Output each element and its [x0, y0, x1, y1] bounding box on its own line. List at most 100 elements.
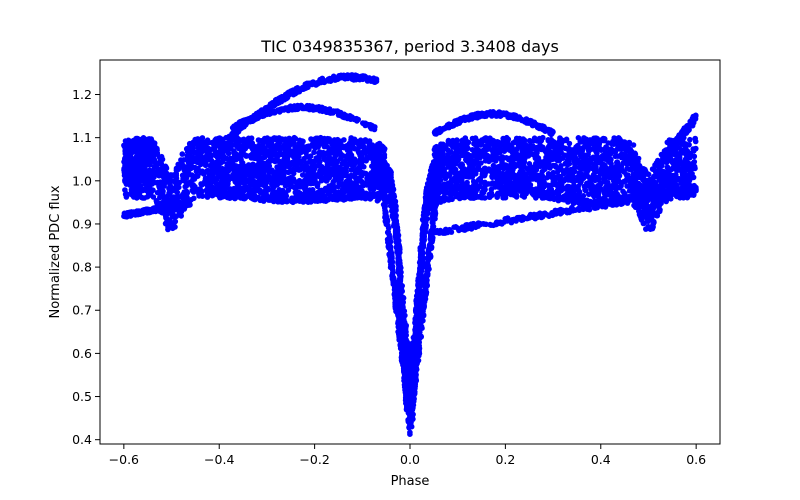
data-point	[503, 144, 509, 151]
data-point	[173, 180, 179, 187]
data-points	[121, 72, 699, 438]
data-point	[500, 176, 506, 182]
data-point	[360, 149, 367, 155]
data-point	[693, 145, 699, 152]
data-point	[262, 181, 269, 188]
data-point	[163, 174, 170, 180]
data-point	[307, 158, 313, 164]
data-point	[214, 138, 220, 145]
data-point	[526, 137, 533, 144]
data-point	[607, 165, 614, 172]
data-point	[464, 183, 471, 190]
data-point	[601, 136, 608, 142]
data-point	[618, 167, 625, 173]
data-point	[213, 176, 220, 183]
data-point	[594, 189, 600, 196]
data-point	[493, 174, 500, 181]
data-point	[354, 146, 361, 152]
data-point	[344, 162, 351, 168]
data-point	[234, 169, 241, 175]
data-point	[659, 168, 665, 175]
data-point	[654, 201, 661, 207]
data-point	[279, 136, 285, 142]
data-point	[629, 165, 636, 172]
data-point	[449, 157, 456, 164]
data-point	[199, 139, 205, 145]
data-point	[475, 177, 482, 183]
data-point	[274, 189, 281, 196]
data-point	[610, 138, 616, 145]
data-point	[204, 137, 211, 143]
data-point	[653, 168, 659, 175]
data-point	[198, 155, 204, 162]
data-point	[603, 185, 610, 191]
data-point	[520, 170, 527, 176]
data-point	[656, 177, 663, 183]
data-point	[150, 187, 156, 193]
data-point	[168, 172, 174, 178]
data-point	[455, 156, 462, 162]
data-point	[253, 173, 260, 179]
data-point	[360, 142, 366, 148]
data-point	[288, 160, 295, 166]
data-point	[123, 191, 130, 197]
data-point	[318, 137, 324, 143]
data-point	[538, 179, 545, 186]
data-point	[156, 154, 163, 160]
data-point	[221, 174, 227, 180]
data-point	[657, 207, 663, 213]
data-point	[208, 183, 215, 189]
data-point	[627, 152, 633, 158]
data-point	[250, 182, 256, 189]
data-point	[518, 138, 525, 144]
data-point	[691, 159, 698, 165]
data-point	[551, 156, 558, 162]
data-point	[556, 183, 563, 189]
data-point	[469, 174, 476, 180]
data-point	[188, 147, 195, 154]
data-point	[157, 194, 163, 201]
data-point	[144, 194, 151, 200]
data-point	[299, 138, 306, 144]
data-point	[231, 154, 237, 161]
data-point	[500, 165, 507, 172]
data-point	[643, 226, 649, 232]
data-point	[343, 178, 350, 185]
data-point	[250, 161, 256, 168]
data-point	[489, 157, 496, 163]
data-point	[534, 138, 540, 144]
data-point	[624, 173, 630, 180]
data-point	[585, 144, 592, 151]
data-point	[230, 176, 237, 182]
data-point	[310, 189, 317, 196]
data-point	[284, 156, 291, 162]
data-point	[532, 152, 538, 158]
data-point	[224, 148, 230, 154]
data-point	[482, 137, 489, 144]
data-point	[557, 165, 563, 171]
data-point	[264, 176, 271, 183]
data-point	[453, 191, 460, 197]
data-point	[243, 153, 250, 159]
data-point	[188, 163, 194, 169]
data-point	[211, 146, 217, 152]
data-point	[360, 157, 367, 163]
data-point	[614, 160, 621, 167]
data-point	[620, 153, 626, 160]
data-point	[191, 195, 197, 202]
data-point	[174, 193, 180, 200]
data-point	[280, 170, 287, 176]
data-point	[566, 145, 572, 152]
data-point	[122, 177, 128, 183]
data-point	[168, 220, 174, 227]
data-point	[533, 176, 540, 183]
data-point	[271, 183, 278, 190]
data-point	[549, 181, 555, 188]
data-point	[254, 148, 261, 154]
data-point	[213, 161, 219, 167]
data-point	[508, 191, 514, 198]
data-point	[686, 152, 693, 158]
data-point	[194, 187, 201, 193]
data-point	[195, 136, 201, 142]
data-point	[323, 157, 330, 164]
